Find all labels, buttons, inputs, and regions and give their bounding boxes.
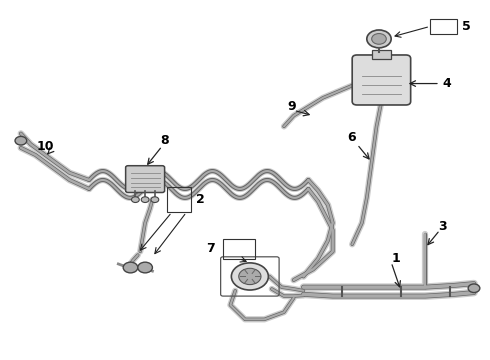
Text: 10: 10 <box>36 140 54 153</box>
Text: 6: 6 <box>347 131 356 144</box>
Circle shape <box>468 284 480 293</box>
Text: 3: 3 <box>438 220 447 233</box>
FancyBboxPatch shape <box>125 166 165 193</box>
Bar <box>372 50 391 59</box>
Circle shape <box>15 136 27 145</box>
Circle shape <box>367 30 391 48</box>
Text: 2: 2 <box>196 193 205 206</box>
Text: 9: 9 <box>287 100 295 113</box>
Bar <box>430 19 457 33</box>
Text: 1: 1 <box>392 252 400 265</box>
Circle shape <box>231 263 269 290</box>
Text: 4: 4 <box>443 77 452 90</box>
Circle shape <box>131 197 139 203</box>
FancyBboxPatch shape <box>352 55 411 105</box>
Bar <box>167 187 192 212</box>
Bar <box>223 239 255 258</box>
Circle shape <box>151 197 159 203</box>
Circle shape <box>372 33 386 44</box>
Text: 8: 8 <box>160 134 169 147</box>
Text: 7: 7 <box>206 242 215 255</box>
Text: 5: 5 <box>462 20 470 33</box>
Circle shape <box>123 262 138 273</box>
Circle shape <box>138 262 152 273</box>
Circle shape <box>141 197 149 203</box>
Circle shape <box>239 268 261 285</box>
